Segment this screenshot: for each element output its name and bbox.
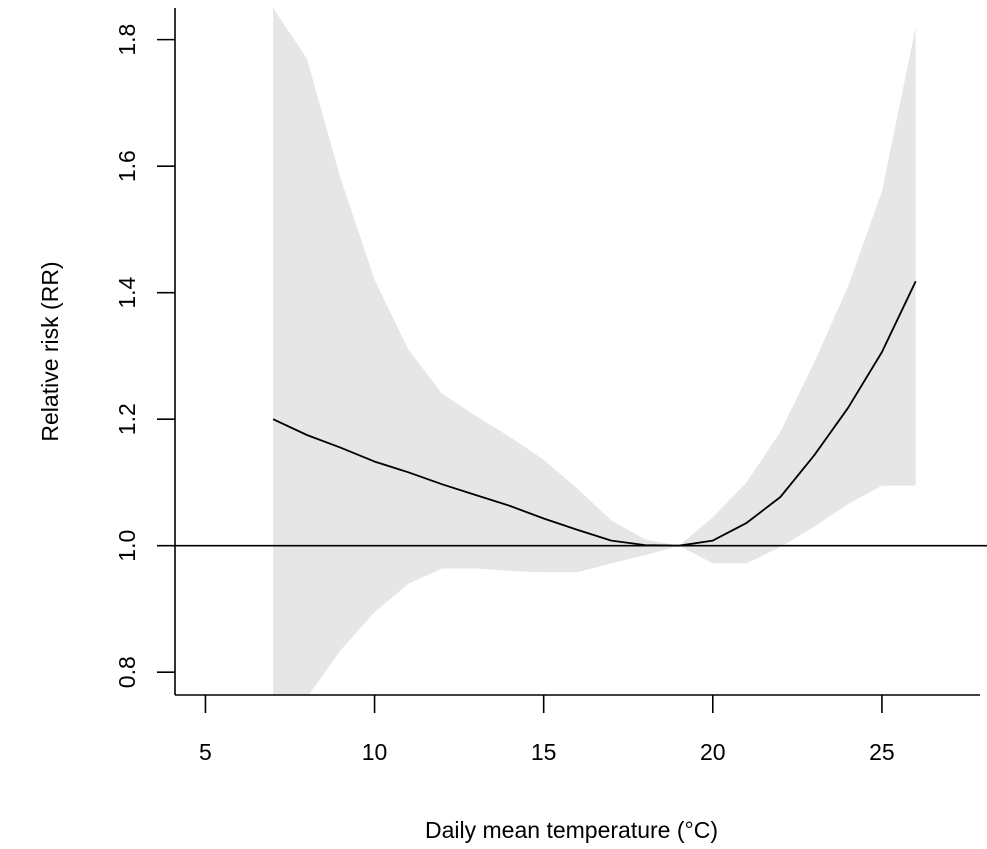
x-tick-label: 25 — [869, 739, 895, 765]
y-tick-label: 1.8 — [114, 24, 140, 56]
x-tick-label: 5 — [199, 739, 212, 765]
y-tick-label: 1.6 — [114, 150, 140, 182]
confidence-band — [273, 8, 916, 695]
x-axis-ticks: 5 10 15 20 25 — [199, 695, 895, 765]
x-tick-label: 10 — [362, 739, 388, 765]
plot-area — [272, 8, 917, 695]
y-tick-label: 1.4 — [114, 276, 140, 308]
y-tick-label: 0.8 — [114, 656, 140, 688]
y-axis-label: Relative risk (RR) — [37, 261, 63, 441]
estimate-line — [272, 280, 917, 547]
y-axis-ticks: 0.8 1.0 1.2 1.4 1.6 1.8 — [114, 24, 175, 688]
x-axis-label: Daily mean temperature (°C) — [425, 817, 718, 843]
x-tick-label: 20 — [700, 739, 726, 765]
x-tick-label: 15 — [531, 739, 557, 765]
y-tick-label: 1.2 — [114, 403, 140, 435]
y-tick-label: 1.0 — [114, 530, 140, 562]
axes: 5 10 15 20 25 0.8 1.0 1.2 1.4 1.6 1.8 Daily mean … — [37, 8, 980, 843]
